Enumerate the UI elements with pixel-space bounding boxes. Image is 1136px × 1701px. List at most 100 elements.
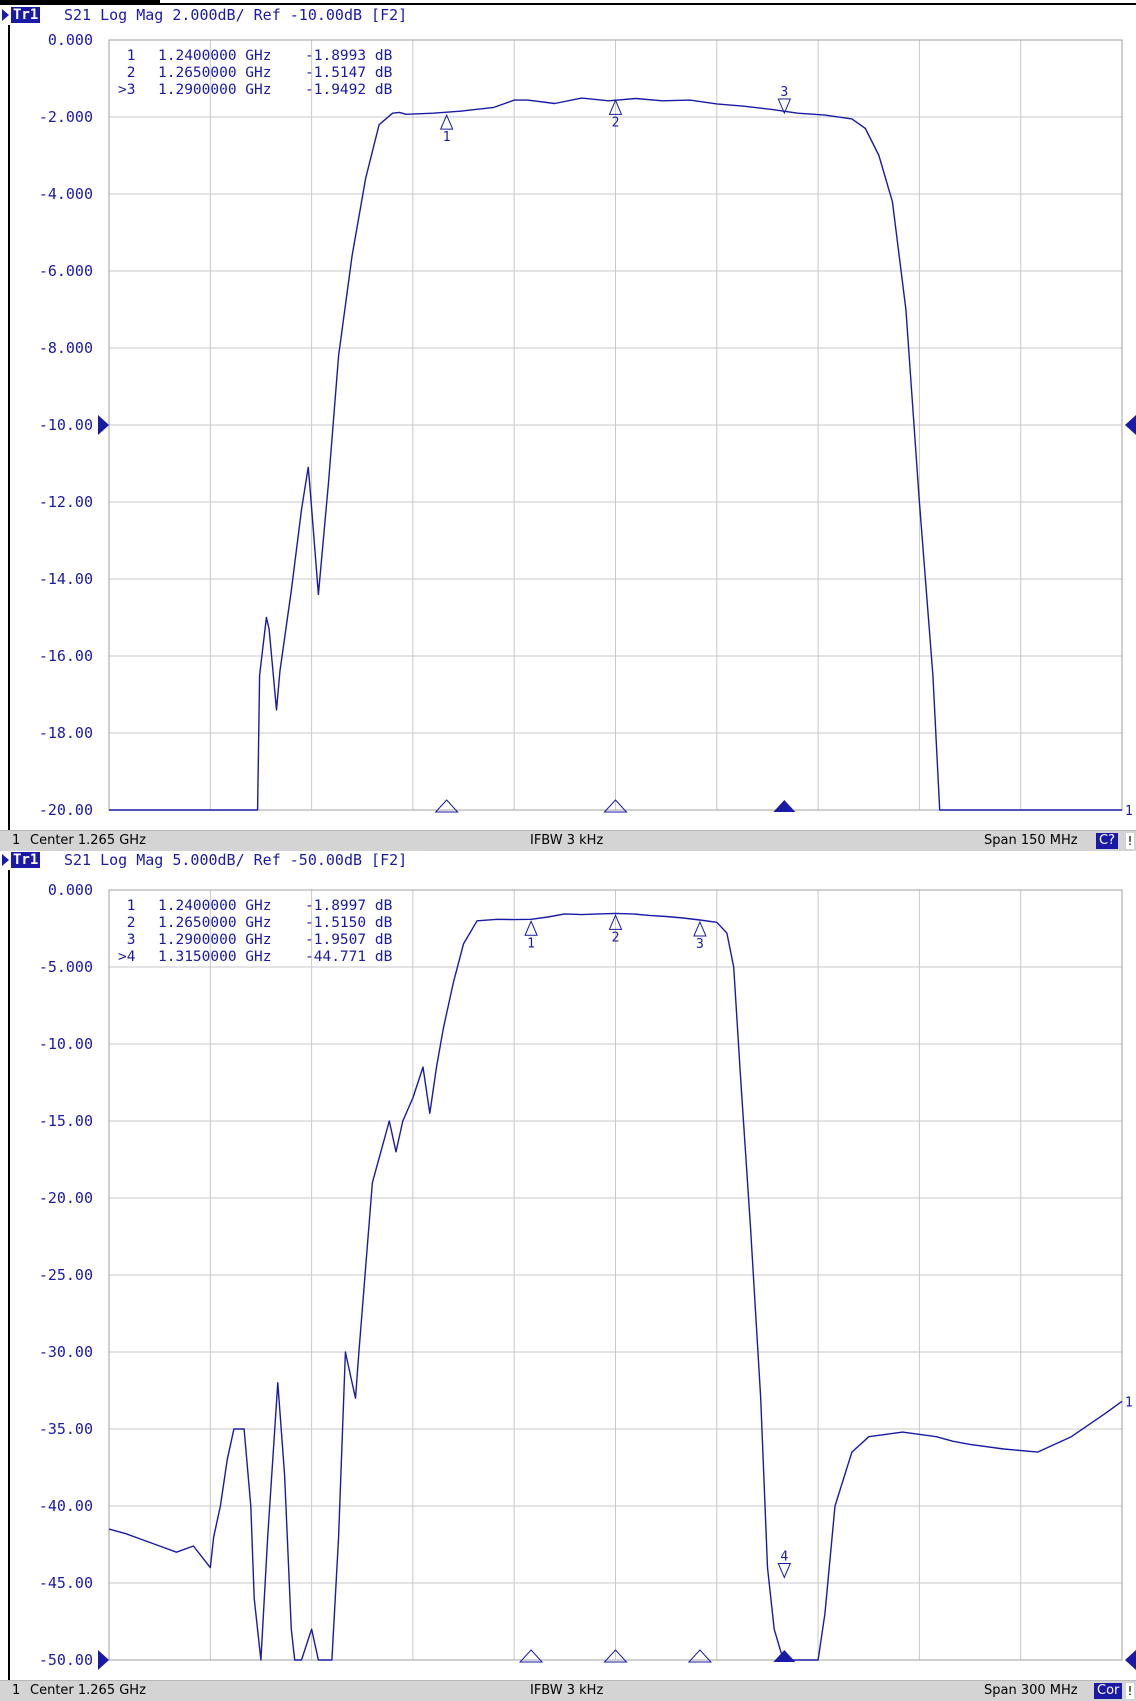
marker-3-axis-icon [687,1649,713,1663]
marker-readout-index: 2 [118,915,135,931]
marker-readout-value: -1.8997 dB [305,898,393,914]
marker-readout-index: >3 [118,82,135,98]
marker-readout-value: -1.9507 dB [305,932,393,948]
trace-panel-1: Tr1 S21 Log Mag 2.000dB/ Ref -10.00dB [F… [0,0,1136,851]
marker-readout-frequency: 1.2650000 GHz [158,915,272,931]
trace-id-badge[interactable]: Tr1 [11,7,41,23]
center-frequency[interactable]: Center 1.265 GHz [30,833,146,848]
channel-status-bar: 1 Center 1.265 GHz IFBW 3 kHz Span 300 M… [0,1680,1136,1701]
marker-3-icon [693,920,707,937]
y-tick-label: -50.00 [39,1651,93,1669]
trace-end-label: 1 [1125,804,1133,819]
y-tick-label: -4.000 [39,185,93,203]
marker-2-icon [608,99,623,115]
marker-4-axis-icon [773,1650,796,1662]
y-tick-label: -6.000 [39,262,93,280]
marker-readout-frequency: 1.3150000 GHz [158,949,272,965]
y-tick-label: 0.000 [48,881,93,899]
marker-2-axis-icon [603,799,628,813]
marker-1-axis-icon [434,799,459,813]
marker-readout-index: 1 [118,48,135,64]
reference-level-left-icon [98,415,109,435]
status-end-mark: ! [1126,833,1134,849]
channel-status-bar: 1 Center 1.265 GHz IFBW 3 kHz Span 150 M… [0,830,1136,851]
marker-3-axis-icon [773,800,796,812]
marker-readout-value: -1.8993 dB [305,48,393,64]
panel-left-border [8,25,10,830]
trace-format-label[interactable]: S21 Log Mag 5.000dB/ Ref -50.00dB [F2] [64,851,408,869]
frequency-span[interactable]: Span 300 MHz [984,1683,1078,1698]
y-tick-label: -45.00 [39,1574,93,1592]
marker-2-icon [608,914,623,930]
s21-plot[interactable]: 0.000 -5.000 -10.00 -15.00 -20.00 -25.00 -30.0… [0,870,1136,1680]
marker-3-label: 3 [696,937,704,952]
marker-1-icon [439,113,454,130]
status-end-mark: ! [1126,1683,1134,1699]
y-tick-label: -20.00 [39,1189,93,1207]
marker-2-label: 2 [612,115,620,130]
marker-readout-frequency: 1.2650000 GHz [158,65,272,81]
marker-readout-index: 2 [118,65,135,81]
frequency-span[interactable]: Span 150 MHz [984,833,1078,848]
marker-readout-index: >4 [118,949,136,965]
marker-readout-value: -1.9492 dB [305,82,393,98]
marker-readout-frequency: 1.2900000 GHz [158,82,272,98]
window-top-edge [0,0,1136,5]
marker-1-label: 1 [443,130,451,145]
marker-3-icon [777,98,792,115]
active-trace-arrow-icon [2,854,9,866]
if-bandwidth[interactable]: IFBW 3 kHz [530,833,604,848]
channel-number[interactable]: 1 [12,1683,21,1698]
s21-trace [109,97,1122,811]
marker-readout-frequency: 1.2400000 GHz [158,898,272,914]
trace-header[interactable]: Tr1 S21 Log Mag 5.000dB/ Ref -50.00dB [F… [0,850,1136,870]
active-trace-arrow-icon [2,9,9,21]
marker-readout-frequency: 1.2400000 GHz [158,48,272,64]
y-tick-label: -40.00 [39,1497,93,1515]
marker-1-icon [524,919,538,936]
marker-readout-value: -1.5150 dB [305,915,393,931]
marker-readout-frequency: 1.2900000 GHz [158,932,272,948]
trace-end-label: 1 [1125,1395,1133,1410]
panel-left-border [8,870,10,1680]
y-tick-label: -15.00 [39,1112,93,1130]
marker-3-label: 3 [780,85,788,100]
marker-2-label: 2 [612,930,620,945]
marker-readout-value: -44.771 dB [305,949,393,965]
marker-readout-index: 3 [118,932,135,948]
y-tick-label: -12.00 [39,493,93,511]
plot-frame [108,889,1123,1661]
marker-1-label: 1 [527,936,535,951]
trace-header[interactable]: Tr1 S21 Log Mag 2.000dB/ Ref -10.00dB [F… [0,5,1136,25]
y-tick-label: -16.00 [39,647,93,665]
marker-4-icon [777,1562,792,1579]
s21-plot[interactable]: 0.000 -2.000 -4.000 -6.000 -8.000 -10.00 -12.0… [0,25,1136,830]
trace-panel-2: Tr1 S21 Log Mag 5.000dB/ Ref -50.00dB [F… [0,850,1136,1701]
y-tick-label: -30.00 [39,1343,93,1361]
calibration-status[interactable]: C? [1096,833,1118,849]
marker-2-axis-icon [603,1649,628,1663]
y-tick-label: -20.00 [39,801,93,819]
reference-level-right-icon [1125,415,1136,435]
if-bandwidth[interactable]: IFBW 3 kHz [530,1683,604,1698]
s21-trace [108,912,1123,1661]
y-tick-label: -25.00 [39,1266,93,1284]
trace-format-label[interactable]: S21 Log Mag 2.000dB/ Ref -10.00dB [F2] [64,6,408,24]
y-tick-label: -5.000 [39,958,93,976]
y-tick-label: -2.000 [39,108,93,126]
y-tick-label: -8.000 [39,339,93,357]
y-tick-label: -35.00 [39,1420,93,1438]
y-tick-label: -10.00 [39,416,93,434]
y-tick-label: 0.000 [48,31,93,49]
marker-1-axis-icon [518,1649,544,1663]
center-frequency[interactable]: Center 1.265 GHz [30,1683,146,1698]
calibration-status[interactable]: Cor [1094,1683,1123,1699]
y-tick-label: -18.00 [39,724,93,742]
marker-readout-value: -1.5147 dB [305,65,393,81]
marker-4-label: 4 [780,1549,788,1564]
y-tick-label: -10.00 [39,1035,93,1053]
reference-level-right-icon [1125,1650,1136,1670]
channel-number[interactable]: 1 [12,833,21,848]
y-tick-label: -14.00 [39,570,93,588]
trace-id-badge[interactable]: Tr1 [11,852,41,868]
